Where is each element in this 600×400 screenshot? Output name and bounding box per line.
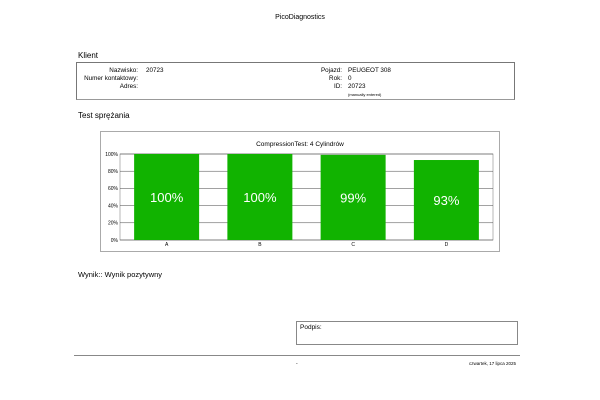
y-tick-label: 100%: [105, 152, 118, 158]
client-info-box: [76, 62, 515, 100]
bar-b: [227, 154, 293, 240]
x-tick-label: A: [165, 242, 169, 248]
footer-dash: -: [296, 361, 298, 367]
id-note: (manually entered): [348, 92, 382, 97]
footer-divider: [74, 355, 520, 356]
signature-box[interactable]: [296, 321, 518, 345]
y-tick-label: 20%: [108, 221, 119, 227]
id-label: ID:: [333, 83, 342, 90]
bar-c: [320, 154, 386, 240]
address-label: Adres:: [119, 83, 138, 90]
chart-frame: [100, 131, 500, 252]
surname-label: Nazwisko:: [109, 67, 138, 74]
year-label: Rok:: [329, 75, 342, 82]
signature-label: Podpis:: [300, 324, 322, 331]
footer-date: czwartek, 17 lipca 2025: [468, 361, 516, 366]
bar-a: [134, 154, 200, 240]
year-value: 0: [348, 75, 352, 82]
y-tick-label: 60%: [108, 186, 119, 192]
bar-value-label: 93%: [433, 193, 459, 208]
bar-d: [413, 160, 479, 240]
app-title: PicoDiagnostics: [275, 14, 325, 21]
surname-value: 20723: [146, 67, 164, 74]
client-section-title: Klient: [78, 51, 99, 60]
y-tick-label: 0%: [111, 238, 119, 244]
y-tick-label: 80%: [108, 169, 119, 175]
vehicle-value: PEUGEOT 308: [348, 67, 391, 74]
chart-title: CompressionTest: 4 Cylindrów: [256, 141, 344, 148]
test-section-title: Test sprężania: [78, 111, 130, 120]
bar-value-label: 100%: [150, 190, 184, 205]
y-tick-label: 40%: [108, 203, 119, 209]
contact-number-label: Numer kontaktowy:: [84, 75, 138, 82]
bar-value-label: 99%: [340, 190, 366, 205]
x-tick-label: D: [445, 242, 449, 248]
result-text: Wynik:: Wynik pozytywny: [78, 270, 163, 279]
id-value: 20723: [348, 83, 366, 90]
x-tick-label: B: [258, 242, 262, 248]
vehicle-label: Pojazd:: [320, 67, 342, 74]
x-tick-label: C: [351, 242, 355, 248]
bar-value-label: 100%: [243, 190, 277, 205]
